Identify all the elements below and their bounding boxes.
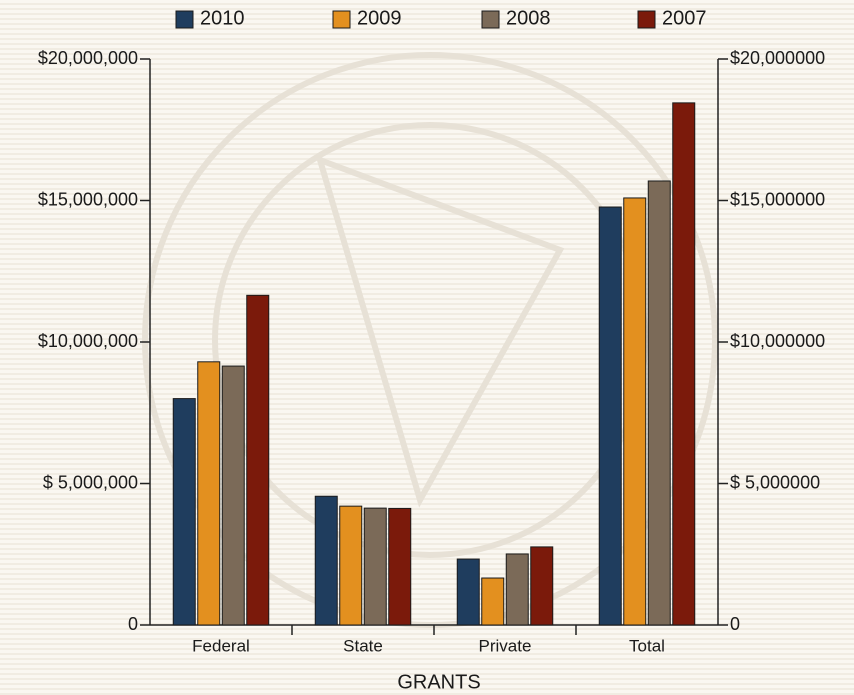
y2-tick-label: $20,000000 — [730, 48, 825, 68]
bar — [388, 507, 412, 626]
legend-swatch — [481, 10, 500, 29]
x-tick-label: Total — [629, 636, 665, 655]
legend-label: 2009 — [357, 7, 402, 29]
x-tick-label: Federal — [192, 636, 250, 655]
bar — [456, 558, 480, 626]
y2-tick-label: 0 — [730, 614, 740, 634]
legend-label: 2010 — [200, 7, 245, 29]
legend-swatch — [637, 10, 656, 29]
y-tick-label: $20,000,000 — [38, 48, 138, 68]
y2-tick-label: $10,000000 — [730, 331, 825, 351]
y2-tick-label: $15,000000 — [730, 189, 825, 209]
bar — [172, 398, 196, 626]
bar — [246, 294, 270, 626]
y-tick-label: 0 — [128, 614, 138, 634]
bar — [481, 577, 505, 626]
legend-swatch — [332, 10, 351, 29]
y-tick-label: $ 5,000,000 — [43, 472, 138, 492]
y-tick-label: $10,000,000 — [38, 331, 138, 351]
y2-tick-label: $ 5,000000 — [730, 472, 820, 492]
bar — [197, 361, 221, 626]
bar — [530, 546, 554, 626]
bar — [505, 553, 529, 626]
bar — [598, 206, 622, 626]
bar — [672, 102, 696, 626]
legend-swatch — [175, 10, 194, 29]
x-axis-label: GRANTS — [397, 671, 480, 693]
bar — [647, 180, 671, 626]
y-tick-label: $15,000,000 — [38, 189, 138, 209]
bar — [623, 197, 647, 626]
bar — [363, 507, 387, 626]
bar — [221, 365, 245, 626]
x-tick-label: Private — [479, 636, 532, 655]
bar — [339, 505, 363, 626]
legend-label: 2008 — [506, 7, 551, 29]
legend-label: 2007 — [662, 7, 707, 29]
bar — [314, 495, 338, 626]
x-tick-label: State — [343, 636, 383, 655]
